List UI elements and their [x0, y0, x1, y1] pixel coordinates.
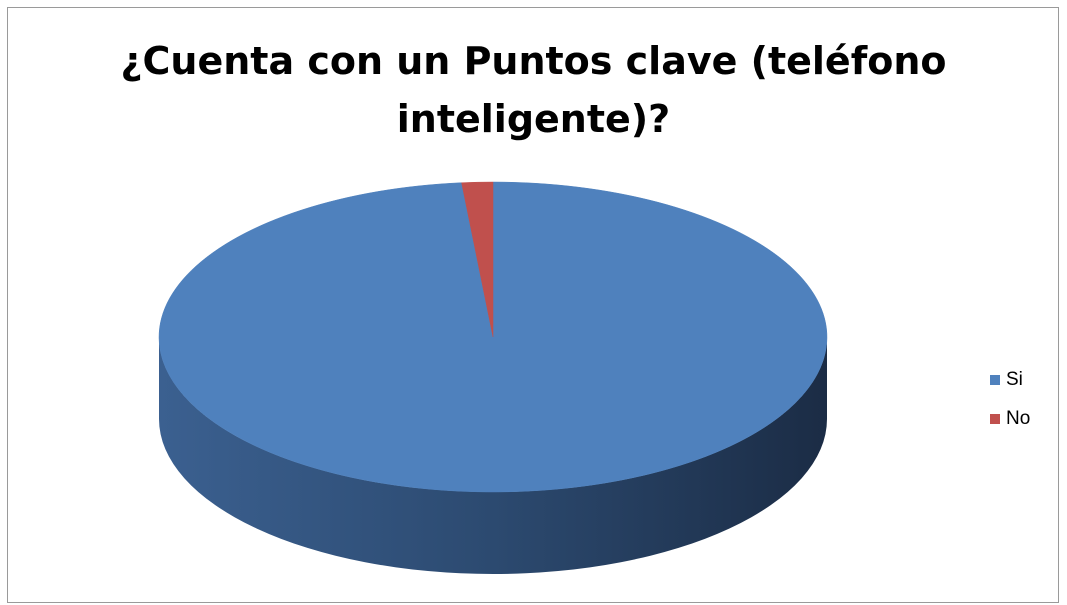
legend: Si No — [990, 368, 1031, 448]
legend-swatch-si — [990, 374, 1000, 385]
pie-side-si — [159, 337, 827, 574]
legend-label-no: No — [1006, 407, 1031, 429]
legend-item-si: Si — [990, 368, 1030, 390]
legend-item-no: No — [990, 407, 1031, 429]
chart-title-line-1: ¿Cuenta con un Puntos clave (teléfono — [120, 39, 947, 83]
chart-title-line-2: inteligente)? — [396, 97, 671, 141]
chart-title: ¿Cuenta con un Puntos clave (teléfono in… — [0, 32, 1067, 148]
pie-slice-no — [461, 181, 494, 338]
legend-swatch-no — [990, 413, 1000, 424]
pie-slices-group — [158, 181, 828, 574]
legend-label-si: Si — [1006, 368, 1023, 390]
